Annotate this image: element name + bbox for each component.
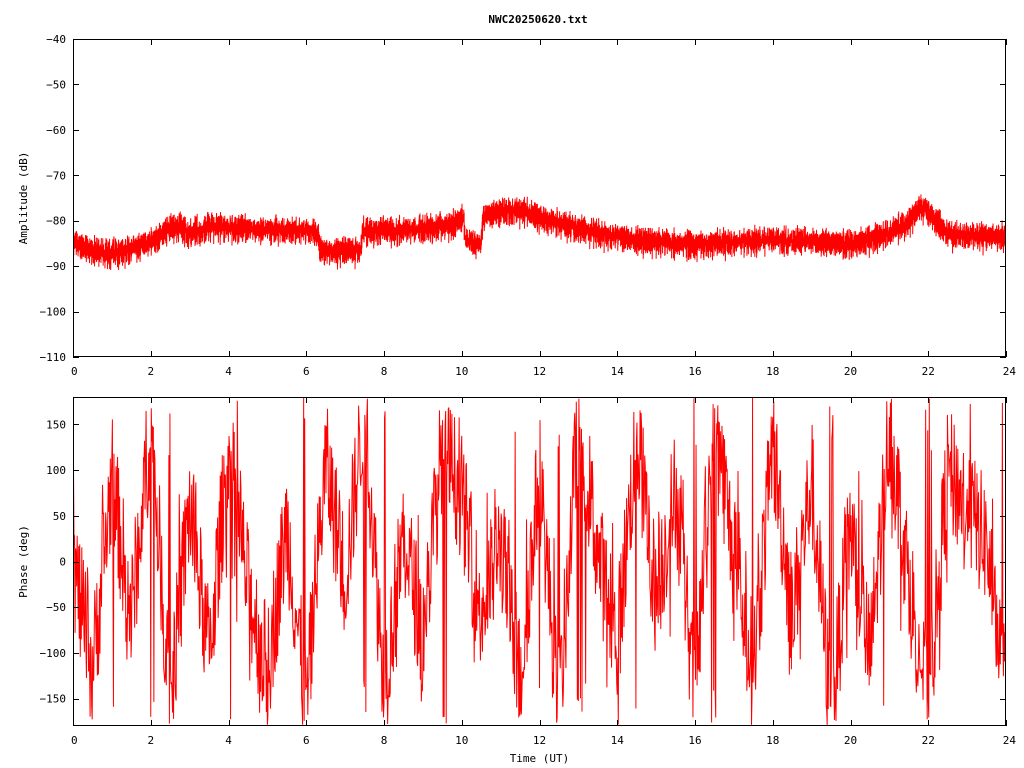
amplitude-series xyxy=(73,194,1006,270)
amplitude-xtick-label: 16 xyxy=(688,365,701,378)
amplitude-panel: 0 2 4 6 8 10 12 14 16 18 20 22 24−40−50−60−70−80−90−… xyxy=(17,33,1016,378)
phase-xtick-label: 22 xyxy=(922,734,935,747)
phase-xtick-label: 8 xyxy=(381,734,388,747)
phase-xtick-label: 4 xyxy=(225,734,232,747)
phase-xtick-label: 18 xyxy=(766,734,779,747)
phase-xtick-label: 12 xyxy=(533,734,546,747)
phase-ytick-label: −50 xyxy=(46,601,66,614)
amplitude-ytick-label: −80 xyxy=(46,215,66,228)
amplitude-xtick-label: 22 xyxy=(922,365,935,378)
amplitude-ytick-label: −100 xyxy=(40,306,67,319)
amplitude-xtick-label: 4 xyxy=(225,365,232,378)
phase-xtick-label: 20 xyxy=(844,734,857,747)
amplitude-ytick-label: −70 xyxy=(46,169,66,182)
amplitude-xtick-label: 2 xyxy=(147,365,154,378)
chart-title: NWC20250620.txt xyxy=(488,13,587,26)
phase-xtick-label: 14 xyxy=(611,734,625,747)
amplitude-xtick-label: 12 xyxy=(533,365,546,378)
phase-xtick-label: 24 xyxy=(1003,734,1017,747)
phase-ytick-label: −150 xyxy=(40,693,67,706)
amplitude-axes: 0 2 4 6 8 10 12 14 16 18 20 22 24−40−50−60−70−80−90−… xyxy=(17,33,1016,378)
phase-ytick-label: 0 xyxy=(59,556,66,569)
phase-axes: 0 2 4 6 8 10 12 14 16 18 20 22 24150100500−50−100−15… xyxy=(17,397,1016,765)
amplitude-ytick-label: −60 xyxy=(46,124,66,137)
amplitude-xtick-label: 18 xyxy=(766,365,779,378)
phase-xtick-label: 10 xyxy=(455,734,468,747)
amplitude-xtick-label: 20 xyxy=(844,365,857,378)
phase-trace xyxy=(73,397,1006,726)
phase-xtick-label: 6 xyxy=(303,734,310,747)
amplitude-ytick-label: −40 xyxy=(46,33,66,46)
phase-ytick-label: 50 xyxy=(53,510,66,523)
phase-ytick-label: 150 xyxy=(46,418,66,431)
amplitude-xtick-label: 6 xyxy=(303,365,310,378)
phase-ylabel: Phase (deg) xyxy=(17,525,30,598)
amplitude-trace xyxy=(73,194,1006,270)
amplitude-ytick-label: −110 xyxy=(40,351,67,364)
amplitude-ytick-label: −90 xyxy=(46,260,66,273)
amplitude-frame xyxy=(73,39,1006,357)
amplitude-ylabel: Amplitude (dB) xyxy=(17,152,30,245)
amplitude-xtick-label: 14 xyxy=(611,365,625,378)
phase-ytick-label: 100 xyxy=(46,464,66,477)
amplitude-xtick-label: 10 xyxy=(455,365,468,378)
phase-series xyxy=(73,397,1006,726)
phase-xlabel: Time (UT) xyxy=(510,752,570,765)
phase-panel: 0 2 4 6 8 10 12 14 16 18 20 22 24150100500−50−100−15… xyxy=(17,397,1016,765)
amplitude-xtick-label: 0 xyxy=(71,365,78,378)
phase-ytick-label: −100 xyxy=(40,647,67,660)
amplitude-xtick-label: 8 xyxy=(381,365,388,378)
phase-xtick-label: 0 xyxy=(71,734,78,747)
amplitude-xtick-label: 24 xyxy=(1003,365,1017,378)
phase-xtick-label: 2 xyxy=(147,734,154,747)
phase-xtick-label: 16 xyxy=(688,734,701,747)
amplitude-ytick-label: −50 xyxy=(46,78,66,91)
phase-frame xyxy=(73,397,1006,726)
